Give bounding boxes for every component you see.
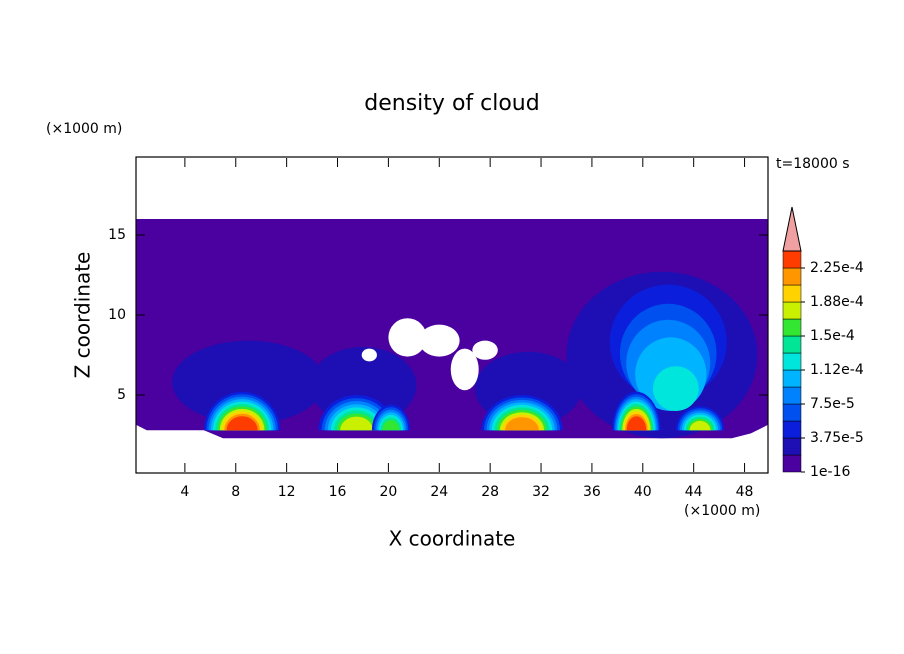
chart-title: density of cloud <box>364 91 539 116</box>
colorbar-extend <box>782 206 802 252</box>
cloud-region <box>172 340 325 424</box>
colorbar-band <box>782 284 802 303</box>
x-tick-label: 40 <box>634 484 652 500</box>
colorbar-band <box>782 352 802 371</box>
x-tick-label: 8 <box>231 484 240 500</box>
cloud-region <box>626 416 647 431</box>
x-tick-label: 32 <box>532 484 550 500</box>
x-tick-label: 48 <box>736 484 754 500</box>
y-tick-label: 10 <box>108 307 126 323</box>
x-tick-label: 36 <box>583 484 601 500</box>
colorbar-band <box>782 250 802 269</box>
colorbar-band <box>782 437 802 456</box>
y-tick-label: 15 <box>108 227 126 243</box>
colorbar-band <box>782 403 802 422</box>
cloud-region <box>505 417 539 431</box>
colorbar-band <box>782 335 802 354</box>
colorbar-band <box>782 369 802 388</box>
field <box>136 219 768 439</box>
colorbar-tick-label: 7.5e-5 <box>810 396 855 412</box>
colorbar-tick-label: 1e-16 <box>810 464 850 480</box>
cloud-region <box>472 340 498 360</box>
cloud-region <box>388 318 427 357</box>
colorbar-band <box>782 386 802 405</box>
y-axis-title: Z coordinate <box>71 252 95 379</box>
cloud-region <box>689 420 711 431</box>
colorbar-band <box>782 420 802 439</box>
x-tick-label: 20 <box>379 484 397 500</box>
colorbar-tick-label: 3.75e-5 <box>810 430 864 446</box>
x-tick-label: 44 <box>685 484 703 500</box>
x-tick-label: 28 <box>481 484 499 500</box>
x-tick-label: 4 <box>180 484 189 500</box>
x-tick-label: 16 <box>329 484 347 500</box>
cloud-region <box>382 419 400 431</box>
colorbar-band <box>782 454 802 473</box>
annotation: t=18000 s <box>776 156 850 172</box>
y-unit: (×1000 m) <box>46 121 122 137</box>
colorbar-tick-label: 1.88e-4 <box>810 294 864 310</box>
cloud-region <box>450 348 479 391</box>
cloud-region <box>361 348 377 362</box>
cloud-region <box>418 324 460 357</box>
colorbar-band <box>782 267 802 286</box>
colorbar-tick-label: 1.12e-4 <box>810 362 864 378</box>
x-unit: (×1000 m) <box>684 503 760 519</box>
cloud-region <box>652 366 699 411</box>
colorbar-tick-label: 1.5e-4 <box>810 328 855 344</box>
y-tick-label: 5 <box>117 387 126 403</box>
cloud-region <box>226 416 258 431</box>
cloud-region <box>340 416 374 431</box>
x-axis-title: X coordinate <box>389 527 516 551</box>
x-tick-label: 12 <box>278 484 296 500</box>
colorbar-band <box>782 318 802 337</box>
colorbar-tick-label: 2.25e-4 <box>810 260 864 276</box>
x-tick-label: 24 <box>430 484 448 500</box>
colorbar-band <box>782 301 802 320</box>
